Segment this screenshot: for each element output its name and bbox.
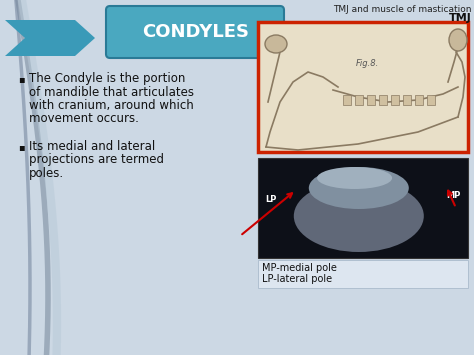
Text: projections are termed: projections are termed: [29, 153, 164, 166]
Text: ▪: ▪: [18, 74, 25, 84]
Ellipse shape: [294, 180, 424, 252]
Text: movement occurs.: movement occurs.: [29, 113, 139, 126]
Bar: [403, 95, 411, 105]
Bar: [427, 95, 435, 105]
Text: with cranium, around which: with cranium, around which: [29, 99, 194, 112]
Text: of mandible that articulates: of mandible that articulates: [29, 86, 194, 98]
Bar: [343, 95, 351, 105]
Text: TMJ and muscle of mastication: TMJ and muscle of mastication: [334, 5, 472, 14]
Bar: [391, 95, 399, 105]
Text: CONDYLES: CONDYLES: [143, 23, 249, 41]
Bar: [355, 95, 363, 105]
FancyBboxPatch shape: [258, 22, 468, 152]
Text: The Condyle is the portion: The Condyle is the portion: [29, 72, 185, 85]
Bar: [415, 95, 423, 105]
Polygon shape: [5, 20, 95, 56]
Text: MP: MP: [447, 191, 461, 201]
FancyBboxPatch shape: [106, 6, 284, 58]
Text: LP-lateral pole: LP-lateral pole: [262, 274, 332, 284]
Text: Fig.8.: Fig.8.: [356, 60, 379, 69]
Ellipse shape: [265, 35, 287, 53]
Ellipse shape: [317, 167, 392, 189]
Bar: [367, 95, 375, 105]
FancyBboxPatch shape: [258, 158, 468, 258]
Ellipse shape: [449, 29, 467, 51]
Bar: [379, 95, 387, 105]
Text: poles.: poles.: [29, 167, 64, 180]
FancyBboxPatch shape: [258, 260, 468, 288]
Text: LP: LP: [265, 196, 276, 204]
Text: TMJ: TMJ: [449, 13, 472, 23]
Text: Its medial and lateral: Its medial and lateral: [29, 140, 155, 153]
Ellipse shape: [309, 167, 409, 209]
Text: MP-medial pole: MP-medial pole: [262, 263, 337, 273]
Text: ▪: ▪: [18, 142, 25, 152]
